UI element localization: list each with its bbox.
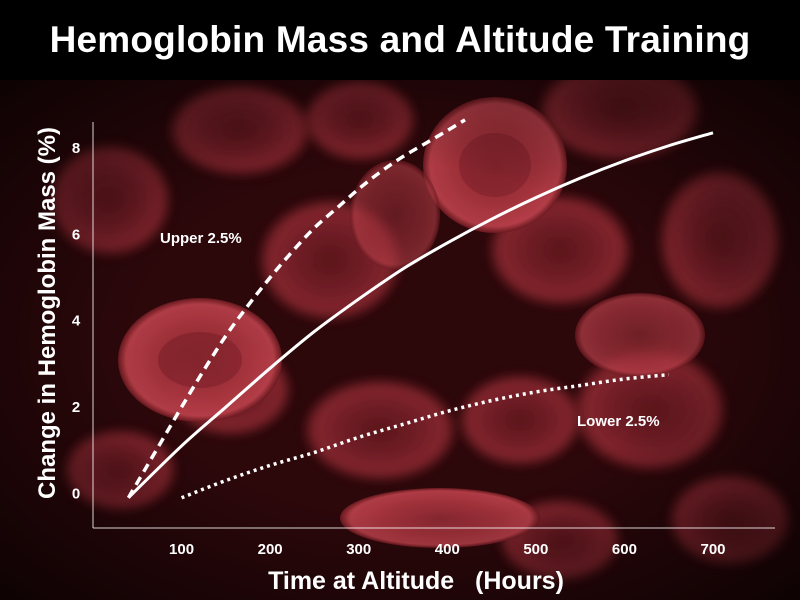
x-tick-label: 300 — [346, 541, 371, 558]
x-tick-labels: 100 200 300 400 500 600 700 — [169, 541, 725, 558]
x-tick-label: 600 — [612, 541, 637, 558]
y-tick-labels: 0 2 4 6 8 — [72, 140, 81, 503]
y-axis-label: Change in Hemoglobin Mass (%) — [34, 127, 61, 499]
y-tick-label: 8 — [72, 140, 80, 157]
title-bar: Hemoglobin Mass and Altitude Training — [0, 0, 800, 80]
lower-bound-label: Lower 2.5% — [577, 413, 660, 430]
chart-title: Hemoglobin Mass and Altitude Training — [49, 19, 751, 60]
y-tick-label: 0 — [72, 485, 80, 502]
upper-bound-line — [126, 118, 466, 499]
blood-cell-background — [0, 60, 800, 600]
x-tick-label: 100 — [169, 541, 194, 558]
y-tick-label: 2 — [72, 399, 80, 416]
series-lines — [126, 118, 714, 500]
x-tick-label: 700 — [700, 541, 725, 558]
y-tick-label: 4 — [72, 313, 81, 330]
y-tick-label: 6 — [72, 226, 80, 243]
mean-line — [127, 131, 714, 499]
x-tick-label: 200 — [258, 541, 283, 558]
upper-bound-label: Upper 2.5% — [160, 230, 242, 247]
x-axis-label: Time at Altitude (Hours) — [268, 567, 564, 595]
axes — [92, 122, 775, 529]
x-tick-label: 500 — [523, 541, 548, 558]
x-tick-label: 400 — [435, 541, 460, 558]
